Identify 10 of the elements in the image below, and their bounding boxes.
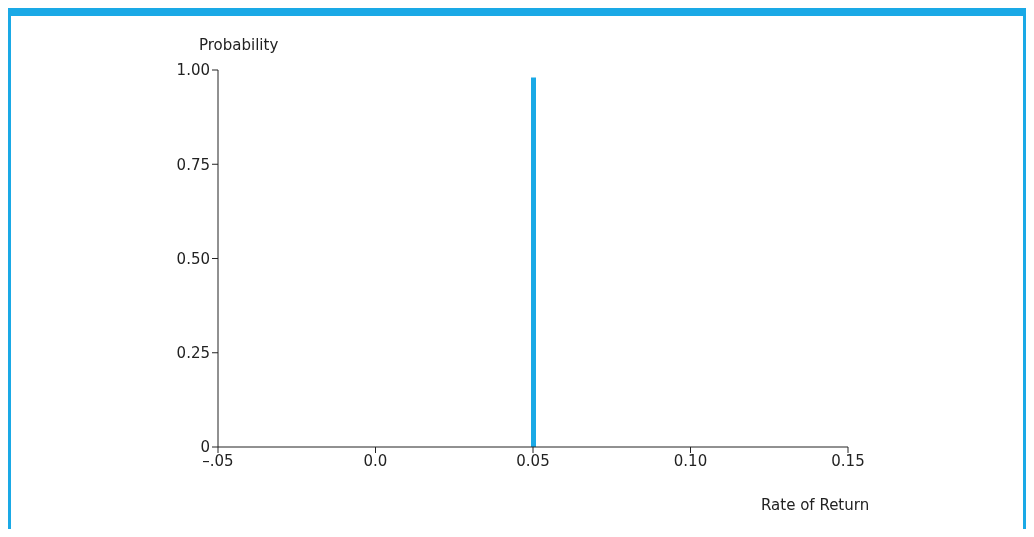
y-tick-label: 1.00 — [176, 61, 210, 80]
x-axis-title: Rate of Return — [761, 496, 870, 514]
x-tick-label: 0.10 — [673, 451, 708, 470]
y-axis-title: Probability — [199, 36, 279, 54]
y-tick-label: 0.75 — [176, 155, 210, 174]
y-tick-label: 0.50 — [176, 249, 210, 268]
x-tick-label: 0.05 — [516, 451, 550, 470]
x-tick-label: 0.15 — [831, 451, 865, 470]
y-tick-label: 0.25 — [176, 344, 210, 363]
x-tick-label: 0.0 — [363, 451, 388, 470]
